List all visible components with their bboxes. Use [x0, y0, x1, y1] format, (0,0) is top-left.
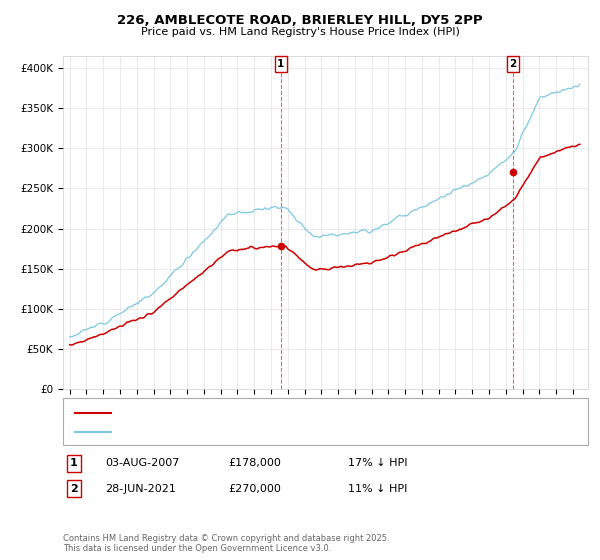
Text: 03-AUG-2007: 03-AUG-2007 — [105, 459, 179, 468]
Text: HPI: Average price, detached house, Dudley: HPI: Average price, detached house, Dudl… — [118, 427, 334, 437]
Text: 2: 2 — [509, 59, 517, 69]
Text: 1: 1 — [70, 459, 77, 468]
Text: Price paid vs. HM Land Registry's House Price Index (HPI): Price paid vs. HM Land Registry's House … — [140, 27, 460, 37]
Text: 226, AMBLECOTE ROAD, BRIERLEY HILL, DY5 2PP: 226, AMBLECOTE ROAD, BRIERLEY HILL, DY5 … — [117, 14, 483, 27]
Text: 11% ↓ HPI: 11% ↓ HPI — [348, 484, 407, 493]
Text: 226, AMBLECOTE ROAD, BRIERLEY HILL, DY5 2PP (detached house): 226, AMBLECOTE ROAD, BRIERLEY HILL, DY5 … — [118, 408, 448, 418]
Text: £178,000: £178,000 — [228, 459, 281, 468]
Text: 2: 2 — [70, 484, 77, 493]
Text: Contains HM Land Registry data © Crown copyright and database right 2025.
This d: Contains HM Land Registry data © Crown c… — [63, 534, 389, 553]
Text: 28-JUN-2021: 28-JUN-2021 — [105, 484, 176, 493]
Text: 17% ↓ HPI: 17% ↓ HPI — [348, 459, 407, 468]
Text: 1: 1 — [277, 59, 284, 69]
Text: £270,000: £270,000 — [228, 484, 281, 493]
